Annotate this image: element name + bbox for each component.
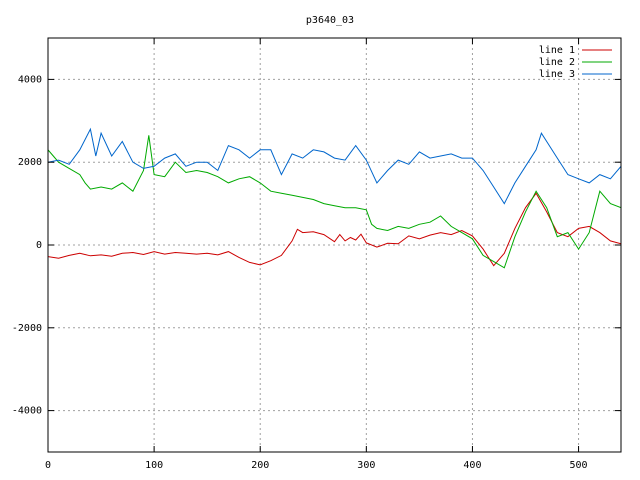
series-group [48,127,621,269]
y-tick-label: 2000 [18,157,42,168]
legend-label-3: line 3 [539,69,575,80]
x-tick-label: 300 [357,460,375,471]
x-tick-label: 500 [570,460,588,471]
series-line-2 [48,135,621,269]
x-tick-label: 0 [45,460,51,471]
y-tick-label: 0 [36,240,42,251]
y-tick-label: -4000 [12,406,42,417]
y-tick-label: -2000 [12,323,42,334]
legend-label-1: line 1 [539,45,575,56]
x-tick-label: 400 [463,460,481,471]
series-line-3 [48,127,621,205]
y-tick-label: 4000 [18,74,42,85]
x-tick-label: 200 [251,460,269,471]
legend-label-2: line 2 [539,57,575,68]
grid [48,38,621,452]
x-tick-label: 100 [145,460,163,471]
chart-title: p3640_03 [306,15,354,26]
series-line-1 [48,192,621,267]
axis-ticks: 0 100 200 300 400 500 -4000 -2000 0 2000 4000 [12,38,621,471]
